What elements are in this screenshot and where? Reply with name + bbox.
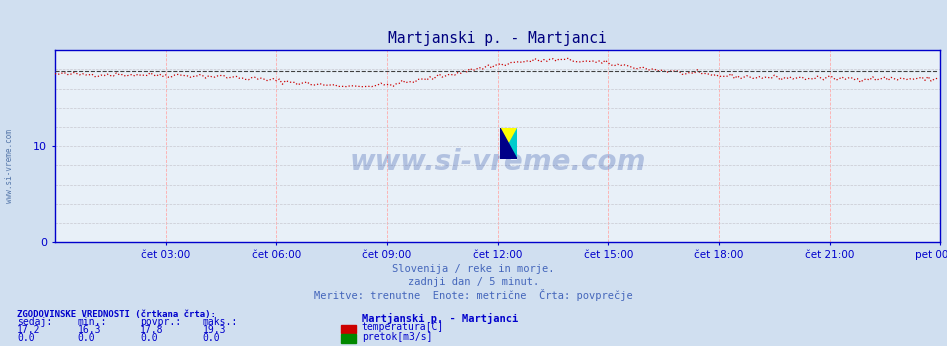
Title: Martjanski p. - Martjanci: Martjanski p. - Martjanci — [388, 31, 607, 46]
Text: Slovenija / reke in morje.: Slovenija / reke in morje. — [392, 264, 555, 274]
Text: 0.0: 0.0 — [203, 333, 221, 343]
Text: zadnji dan / 5 minut.: zadnji dan / 5 minut. — [408, 277, 539, 288]
Text: www.si-vreme.com: www.si-vreme.com — [349, 147, 646, 175]
Text: povpr.:: povpr.: — [140, 317, 181, 327]
Text: sedaj:: sedaj: — [17, 317, 52, 327]
Text: Martjanski p. - Martjanci: Martjanski p. - Martjanci — [362, 313, 518, 324]
Text: www.si-vreme.com: www.si-vreme.com — [5, 129, 14, 203]
Text: 17.2: 17.2 — [17, 325, 41, 335]
Polygon shape — [500, 128, 517, 159]
Text: 0.0: 0.0 — [140, 333, 158, 343]
Text: 0.0: 0.0 — [17, 333, 35, 343]
Text: 0.0: 0.0 — [78, 333, 96, 343]
Text: min.:: min.: — [78, 317, 107, 327]
Text: 16.3: 16.3 — [78, 325, 101, 335]
Text: maks.:: maks.: — [203, 317, 238, 327]
Polygon shape — [500, 128, 517, 159]
Text: temperatura[C]: temperatura[C] — [362, 322, 444, 333]
Text: 19.3: 19.3 — [203, 325, 226, 335]
Text: Meritve: trenutne  Enote: metrične  Črta: povprečje: Meritve: trenutne Enote: metrične Črta: … — [314, 289, 633, 301]
Text: ZGODOVINSKE VREDNOSTI (črtkana črta):: ZGODOVINSKE VREDNOSTI (črtkana črta): — [17, 310, 216, 319]
Text: 17.8: 17.8 — [140, 325, 164, 335]
Polygon shape — [500, 128, 517, 159]
Text: pretok[m3/s]: pretok[m3/s] — [362, 332, 432, 342]
